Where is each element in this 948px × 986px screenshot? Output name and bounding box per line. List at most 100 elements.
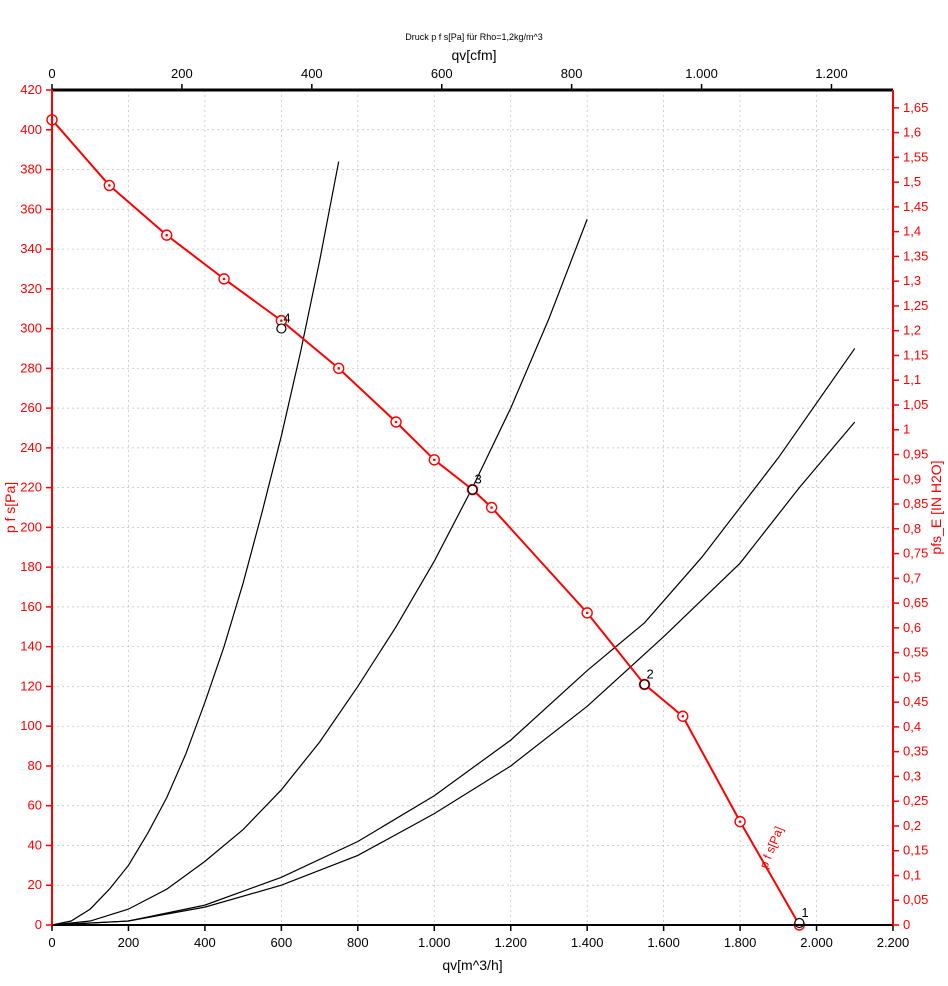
system_curve_3 [52, 219, 587, 925]
x-bottom-tick-label: 1.800 [724, 935, 757, 950]
y-right-tick-label: 0,25 [903, 793, 928, 808]
fan-curve-marker-dot [280, 319, 283, 322]
y-right-tick-label: 0,1 [903, 867, 921, 882]
y-right-tick-label: 1,15 [903, 347, 928, 362]
x-bottom-tick-label: 2.000 [800, 935, 833, 950]
y-right-tick-label: 0,45 [903, 694, 928, 709]
y-right-tick-label: 0,35 [903, 744, 928, 759]
fan-curve-marker-dot [739, 820, 742, 823]
x-bottom-axis-label: qv[m^3/h] [442, 957, 502, 973]
x-bottom-tick-label: 0 [48, 935, 55, 950]
y-right-tick-label: 0,55 [903, 645, 928, 660]
fan-curve-marker-dot [586, 612, 589, 615]
fan-pressure-chart: Druck p f s[Pa] für Rho=1,2kg/m^3 qv[cfm]… [0, 0, 948, 986]
fan-curve-label: p f s[Pa] [757, 824, 786, 870]
fan-curve-marker-dot [223, 278, 226, 281]
x-top-tick-label: 200 [171, 66, 193, 81]
y-right-tick-label: 1,05 [903, 397, 928, 412]
x-top-tick-label: 1.200 [815, 66, 848, 81]
y-right-tick-label: 0,95 [903, 447, 928, 462]
y-right-tick-label: 0 [903, 917, 910, 932]
fan-curve-marker-dot [490, 506, 493, 509]
y-right-tick-label: 0,75 [903, 546, 928, 561]
y-right-tick-label: 1,65 [903, 100, 928, 115]
y-right-tick-label: 0,85 [903, 496, 928, 511]
x-bottom-tick-label: 2.200 [877, 935, 910, 950]
fan-curve-marker-dot [395, 421, 398, 424]
y-left-tick-label: 220 [20, 480, 42, 495]
x-bottom-tick-label: 800 [347, 935, 369, 950]
y-right-tick-label: 0,2 [903, 818, 921, 833]
y-right-tick-label: 0,05 [903, 892, 928, 907]
y-left-tick-label: 320 [20, 281, 42, 296]
y-left-tick-label: 400 [20, 122, 42, 137]
x-bottom-tick-label: 600 [271, 935, 293, 950]
y-left-tick-label: 60 [28, 798, 42, 813]
y-left-tick-label: 300 [20, 321, 42, 336]
y-right-tick-label: 0,9 [903, 471, 921, 486]
y-left-tick-label: 240 [20, 440, 42, 455]
y-right-tick-label: 1,2 [903, 323, 921, 338]
y-right-tick-label: 1 [903, 422, 910, 437]
y-right-tick-label: 1,3 [903, 273, 921, 288]
fan-curve-marker-dot [681, 715, 684, 718]
operating-point-label-3: 3 [475, 472, 482, 487]
y-right-tick-label: 0,15 [903, 843, 928, 858]
x-bottom-tick-label: 200 [118, 935, 140, 950]
y-right-tick-label: 0,7 [903, 570, 921, 585]
y-left-tick-label: 340 [20, 241, 42, 256]
y-left-tick-label: 0 [35, 917, 42, 932]
x-top-tick-label: 400 [301, 66, 323, 81]
y-right-tick-label: 1,4 [903, 224, 921, 239]
y-right-tick-label: 0,4 [903, 719, 921, 734]
x-bottom-tick-label: 1.600 [647, 935, 680, 950]
y-right-tick-label: 0,5 [903, 669, 921, 684]
fan-curve-marker-dot [165, 234, 168, 237]
x-bottom-tick-label: 1.200 [494, 935, 527, 950]
y-left-tick-label: 100 [20, 718, 42, 733]
y-right-tick-label: 1,25 [903, 298, 928, 313]
fan-curve [52, 120, 799, 925]
y-right-axis-label: pfs_E [IN H2O] [928, 460, 944, 554]
system_curve_4 [52, 162, 339, 925]
y-left-tick-label: 140 [20, 639, 42, 654]
y-left-tick-label: 380 [20, 162, 42, 177]
y-left-tick-label: 80 [28, 758, 42, 773]
chart-svg: Druck p f s[Pa] für Rho=1,2kg/m^3 qv[cfm]… [0, 0, 948, 986]
y-left-tick-label: 420 [20, 82, 42, 97]
operating-point-label-1: 1 [801, 905, 808, 920]
y-right-tick-label: 0,65 [903, 595, 928, 610]
x-top-tick-label: 600 [431, 66, 453, 81]
y-left-axis-label: p f s[Pa] [2, 482, 18, 533]
y-left-tick-label: 20 [28, 877, 42, 892]
y-right-tick-label: 1,55 [903, 149, 928, 164]
x-top-tick-label: 800 [561, 66, 583, 81]
y-left-tick-label: 180 [20, 559, 42, 574]
x-top-tick-label: 0 [48, 66, 55, 81]
x-top-axis-label: qv[cfm] [451, 47, 496, 63]
operating-point-label-2: 2 [647, 666, 654, 681]
y-right-tick-label: 1,45 [903, 199, 928, 214]
y-left-tick-label: 160 [20, 599, 42, 614]
y-right-tick-label: 1,6 [903, 125, 921, 140]
y-right-tick-label: 0,3 [903, 768, 921, 783]
y-left-tick-label: 40 [28, 837, 42, 852]
y-right-tick-label: 0,6 [903, 620, 921, 635]
y-left-tick-label: 120 [20, 678, 42, 693]
y-right-tick-label: 1,35 [903, 248, 928, 263]
y-right-tick-label: 1,1 [903, 372, 921, 387]
y-left-tick-label: 280 [20, 360, 42, 375]
y-left-tick-label: 200 [20, 519, 42, 534]
y-right-tick-label: 0,8 [903, 521, 921, 536]
chart-title: Druck p f s[Pa] für Rho=1,2kg/m^3 [405, 32, 543, 42]
x-bottom-tick-label: 1.000 [418, 935, 451, 950]
x-top-tick-label: 1.000 [685, 66, 718, 81]
x-bottom-tick-label: 1.400 [571, 935, 604, 950]
operating-point-label-4: 4 [283, 311, 290, 326]
y-right-tick-label: 1,5 [903, 174, 921, 189]
fan-curve-marker-dot [337, 367, 340, 370]
y-left-tick-label: 260 [20, 400, 42, 415]
fan-curve-marker-dot [433, 458, 436, 461]
y-left-tick-label: 360 [20, 201, 42, 216]
system_curve_1 [52, 422, 855, 925]
